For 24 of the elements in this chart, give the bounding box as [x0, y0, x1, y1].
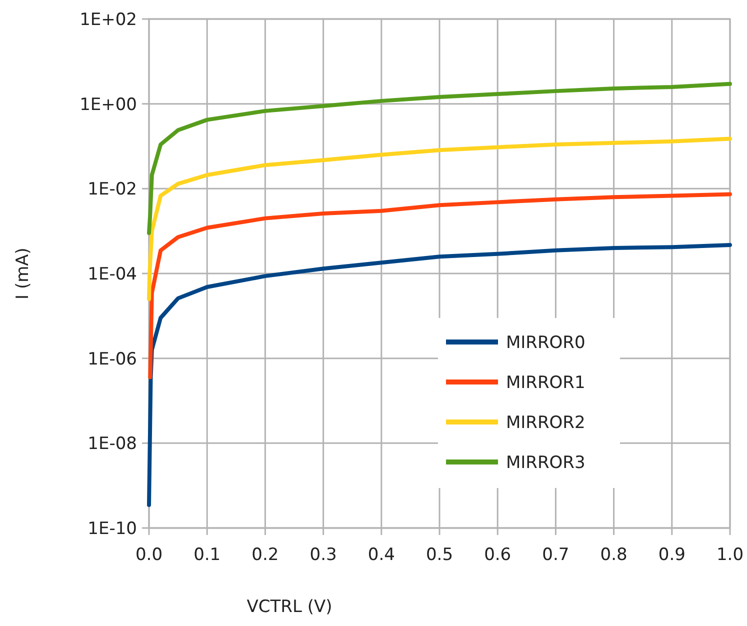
x-tick-label: 0.0 — [135, 545, 163, 565]
x-tick-label: 0.1 — [194, 545, 221, 565]
x-tick-label: 0.4 — [368, 545, 395, 565]
x-tick-label: 0.9 — [658, 545, 686, 565]
x-tick-label: 1.0 — [716, 545, 744, 565]
y-tick-label: 1E-04 — [88, 264, 137, 284]
x-tick-label: 0.5 — [426, 545, 454, 565]
legend-label: MIRROR0 — [506, 333, 586, 353]
x-tick-label: 0.8 — [600, 545, 628, 565]
y-tick-label: 1E-02 — [88, 180, 137, 200]
y-tick-label: 1E-08 — [88, 434, 137, 454]
y-tick-label: 1E-10 — [88, 519, 137, 539]
x-tick-label: 0.3 — [310, 545, 337, 565]
y-tick-label: 1E+02 — [80, 10, 137, 30]
y-tick-label: 1E-06 — [88, 349, 137, 370]
legend-label: MIRROR3 — [506, 453, 586, 473]
x-axis-title: VCTRL (V) — [246, 597, 332, 617]
x-tick-label: 0.6 — [484, 545, 512, 565]
y-axis-title: I (mA) — [13, 248, 33, 300]
x-tick-label: 0.2 — [252, 545, 279, 565]
legend-label: MIRROR1 — [506, 373, 586, 393]
x-tick-label: 0.7 — [542, 545, 570, 565]
legend-label: MIRROR2 — [506, 413, 586, 433]
y-tick-label: 1E+00 — [80, 94, 137, 115]
